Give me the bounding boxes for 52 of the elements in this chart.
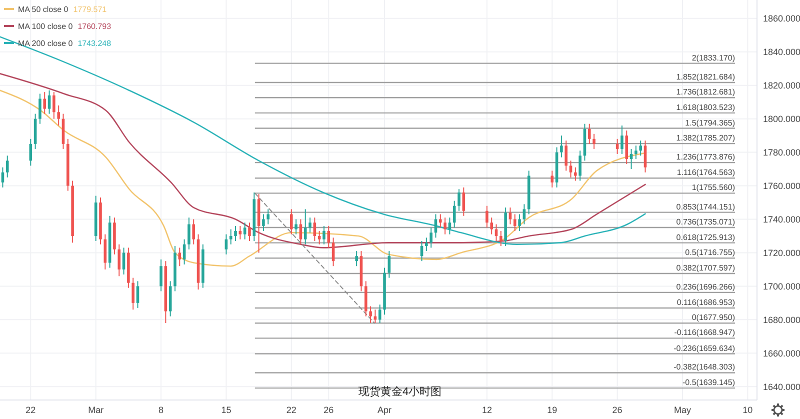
ref-line-label: 0.116(1686.953) [676,298,736,308]
y-tick-label: 1720.000 [763,248,800,258]
legend-label: MA 200 close 0 [18,39,73,48]
ref-line-label: -0.116(1668.947) [674,328,736,338]
ref-line-label: 0.853(1744.151) [676,202,736,212]
ref-line-label: -0.5(1639.145) [682,378,736,388]
ref-line-label: 0.236(1696.266) [676,282,736,292]
y-tick-label: 1760.000 [763,180,800,191]
ref-line-label: -0.382(1648.303) [674,362,736,372]
x-tick-label: Apr [378,405,392,415]
ref-line-label: 1.116(1764.563) [676,168,736,178]
x-tick-label: 10 [742,405,753,415]
ref-line-label: 0.382(1707.597) [676,263,736,272]
ref-line-label: 1.236(1773.876) [676,152,736,162]
annotation: 1779.571 [73,5,108,14]
annotation: 1743.248 [78,39,112,48]
y-tick-label: 1700.000 [763,281,800,292]
ref-line-label: -0.236(1659.634) [674,344,736,353]
ref-line-label: 0.618(1725.913) [676,232,736,242]
legend-label: MA 100 close 0 [18,22,73,31]
y-tick-label: 1680.000 [763,314,800,325]
y-tick-label: 1840.000 [763,47,800,58]
ref-line-label: 2(1833.170) [692,53,736,62]
ref-line-label: 1.5(1794.365) [685,118,736,128]
ref-line-label: 1(1755.560) [692,183,736,192]
x-tick-label: 8 [158,405,164,415]
y-tick-label: 1820.000 [763,80,800,91]
x-tick-label: 26 [324,405,334,415]
y-tick-label: 1780.000 [763,147,800,158]
x-tick-label: 15 [221,405,232,415]
y-tick-label: 1640.000 [763,382,800,392]
y-tick-label: 1740.000 [763,214,800,224]
x-tick-label: 22 [26,405,36,415]
ref-line-label: 1.852(1821.684) [676,72,736,82]
ref-line-label: 1.618(1803.523) [676,102,736,112]
y-tick-label: 1660.000 [763,348,800,358]
text: 现货黄金4小时图 [358,385,442,398]
x-tick-label: May [674,405,692,415]
x-tick-label: 22 [286,405,296,415]
x-tick-label: Mar [88,405,104,415]
x-tick-label: 26 [612,405,622,415]
ref-line-label: 1.736(1812.681) [676,88,736,97]
x-tick-label: 19 [547,405,558,415]
ref-line-label: 0(1677.950) [692,313,736,322]
ref-line-label: 0.736(1735.071) [676,217,736,226]
ref-line-label: 1.382(1785.207) [676,134,736,143]
legend-label: MA 50 close 0 [18,5,68,14]
y-tick-label: 1800.000 [763,114,800,124]
y-tick-label: 1860.000 [763,14,800,24]
ref-line-label: 0.5(1716.755) [685,248,736,258]
annotation: 1760.793 [78,22,112,31]
x-tick-label: 12 [482,405,492,415]
